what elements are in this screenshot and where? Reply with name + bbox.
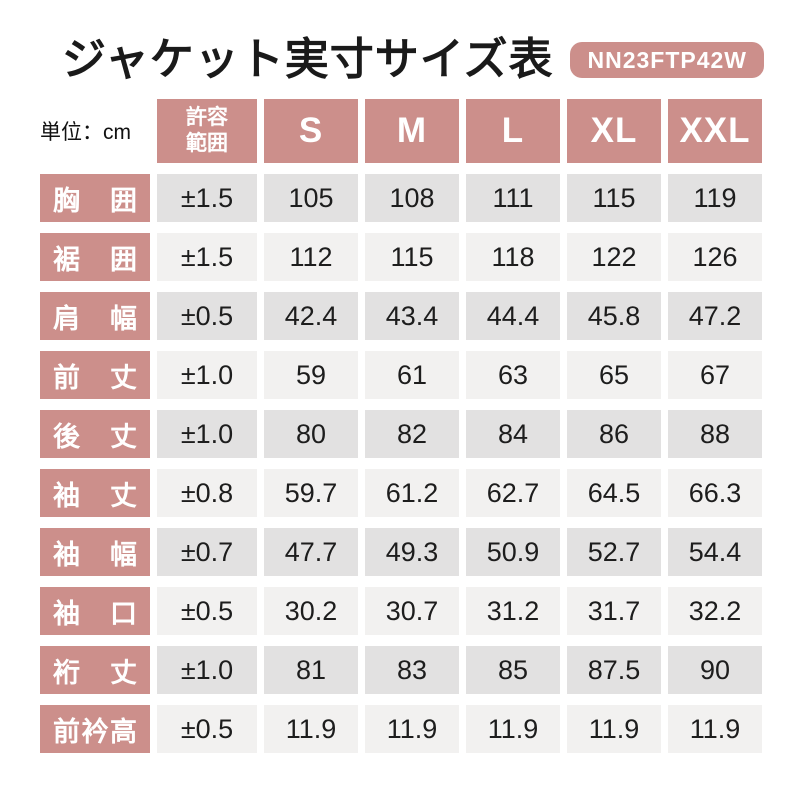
size-value-cell: 105 [264, 174, 358, 222]
table-row: 後丈 ±1.0 80 82 84 86 88 [40, 410, 762, 458]
size-value-cell: 64.5 [567, 469, 661, 517]
size-value-cell: 47.7 [264, 528, 358, 576]
size-value-cell: 84 [466, 410, 560, 458]
size-value-cell: 115 [567, 174, 661, 222]
row-label: 袖幅 [40, 528, 150, 576]
size-value-cell: 31.2 [466, 587, 560, 635]
tolerance-cell: ±0.5 [157, 292, 257, 340]
size-value-cell: 115 [365, 233, 459, 281]
size-value-cell: 87.5 [567, 646, 661, 694]
table-row: 裄丈 ±1.0 81 83 85 87.5 90 [40, 646, 762, 694]
product-code-badge: NN23FTP42W [570, 41, 765, 79]
unit-label: 単位：cm [40, 99, 150, 163]
size-value-cell: 66.3 [668, 469, 762, 517]
tolerance-cell: ±1.5 [157, 233, 257, 281]
row-label: 袖丈 [40, 469, 150, 517]
page-header: ジャケット実寸サイズ表 NN23FTP42W [62, 35, 765, 84]
size-value-cell: 49.3 [365, 528, 459, 576]
size-value-cell: 61.2 [365, 469, 459, 517]
table-row: 前衿高 ±0.5 11.9 11.9 11.9 11.9 11.9 [40, 705, 762, 753]
row-label: 前衿高 [40, 705, 150, 753]
tolerance-header-line1: 許容 [186, 105, 228, 129]
row-label: 前丈 [40, 351, 150, 399]
tolerance-cell: ±0.8 [157, 469, 257, 517]
size-value-cell: 47.2 [668, 292, 762, 340]
size-value-cell: 86 [567, 410, 661, 458]
size-value-cell: 44.4 [466, 292, 560, 340]
tolerance-header-line2: 範囲 [186, 132, 228, 155]
table-row: 袖丈 ±0.8 59.7 61.2 62.7 64.5 66.3 [40, 469, 762, 517]
size-value-cell: 52.7 [567, 528, 661, 576]
size-header-xl: XL [567, 99, 661, 163]
size-value-cell: 11.9 [466, 705, 560, 753]
tolerance-cell: ±1.0 [157, 351, 257, 399]
size-value-cell: 50.9 [466, 528, 560, 576]
size-value-cell: 43.4 [365, 292, 459, 340]
size-header-m: M [365, 99, 459, 163]
table-head: 単位：cm 許容 範囲 S M L XL XXL [40, 99, 762, 163]
tolerance-cell: ±1.0 [157, 646, 257, 694]
row-label: 肩幅 [40, 292, 150, 340]
row-label: 裾囲 [40, 233, 150, 281]
tolerance-cell: ±1.0 [157, 410, 257, 458]
size-value-cell: 61 [365, 351, 459, 399]
size-value-cell: 59.7 [264, 469, 358, 517]
size-value-cell: 45.8 [567, 292, 661, 340]
table-row: 前丈 ±1.0 59 61 63 65 67 [40, 351, 762, 399]
table-row: 裾囲 ±1.5 112 115 118 122 126 [40, 233, 762, 281]
size-value-cell: 112 [264, 233, 358, 281]
size-value-cell: 11.9 [668, 705, 762, 753]
size-header-l: L [466, 99, 560, 163]
tolerance-cell: ±1.5 [157, 174, 257, 222]
size-value-cell: 67 [668, 351, 762, 399]
size-value-cell: 59 [264, 351, 358, 399]
size-value-cell: 11.9 [567, 705, 661, 753]
size-value-cell: 31.7 [567, 587, 661, 635]
size-value-cell: 126 [668, 233, 762, 281]
size-value-cell: 65 [567, 351, 661, 399]
size-value-cell: 118 [466, 233, 560, 281]
size-value-cell: 111 [466, 174, 560, 222]
size-header-s: S [264, 99, 358, 163]
size-value-cell: 82 [365, 410, 459, 458]
size-value-cell: 32.2 [668, 587, 762, 635]
table-row: 袖幅 ±0.7 47.7 49.3 50.9 52.7 54.4 [40, 528, 762, 576]
tolerance-header: 許容 範囲 [157, 99, 257, 163]
size-table: 単位：cm 許容 範囲 S M L XL XXL 胸囲 ±1.5 105 108… [33, 88, 769, 764]
row-label: 裄丈 [40, 646, 150, 694]
size-value-cell: 11.9 [264, 705, 358, 753]
size-value-cell: 83 [365, 646, 459, 694]
size-value-cell: 30.7 [365, 587, 459, 635]
size-value-cell: 62.7 [466, 469, 560, 517]
row-label: 胸囲 [40, 174, 150, 222]
size-value-cell: 80 [264, 410, 358, 458]
size-value-cell: 88 [668, 410, 762, 458]
size-value-cell: 63 [466, 351, 560, 399]
size-value-cell: 11.9 [365, 705, 459, 753]
size-value-cell: 122 [567, 233, 661, 281]
table-row: 胸囲 ±1.5 105 108 111 115 119 [40, 174, 762, 222]
row-label: 後丈 [40, 410, 150, 458]
size-value-cell: 42.4 [264, 292, 358, 340]
size-header-xxl: XXL [668, 99, 762, 163]
table-body: 胸囲 ±1.5 105 108 111 115 119 裾囲 ±1.5 112 … [40, 174, 762, 753]
header-row: 単位：cm 許容 範囲 S M L XL XXL [40, 99, 762, 163]
tolerance-cell: ±0.5 [157, 705, 257, 753]
size-value-cell: 119 [668, 174, 762, 222]
row-label: 袖口 [40, 587, 150, 635]
table-row: 肩幅 ±0.5 42.4 43.4 44.4 45.8 47.2 [40, 292, 762, 340]
tolerance-cell: ±0.5 [157, 587, 257, 635]
size-value-cell: 108 [365, 174, 459, 222]
tolerance-cell: ±0.7 [157, 528, 257, 576]
size-value-cell: 85 [466, 646, 560, 694]
size-value-cell: 54.4 [668, 528, 762, 576]
table-row: 袖口 ±0.5 30.2 30.7 31.2 31.7 32.2 [40, 587, 762, 635]
page-title: ジャケット実寸サイズ表 [62, 35, 554, 84]
size-value-cell: 30.2 [264, 587, 358, 635]
size-value-cell: 90 [668, 646, 762, 694]
size-value-cell: 81 [264, 646, 358, 694]
